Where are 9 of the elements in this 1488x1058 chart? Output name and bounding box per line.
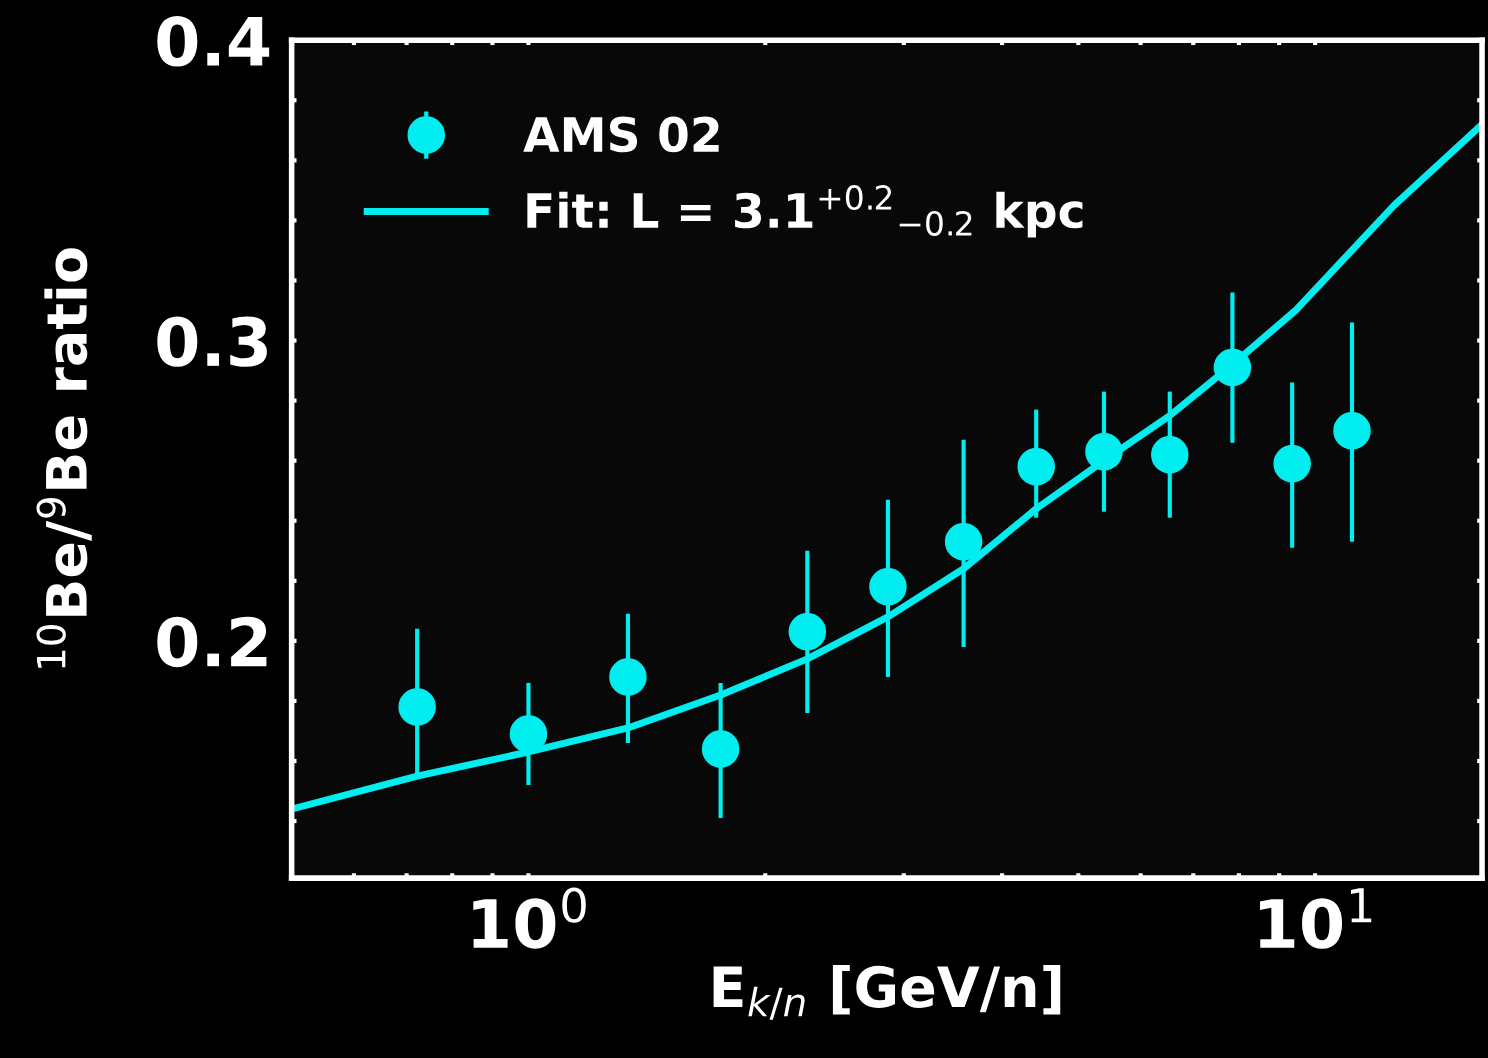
- x-axis-title: E$_{k/n}$ [GeV/n]: [713, 964, 1061, 1020]
- y-tick-label: 0.4: [157, 16, 270, 67]
- y-tick-label: 0.2: [157, 616, 267, 668]
- legend-label: Fit: L = 3.1$^{+0.2}$$_{−0.2}$ kpc: [527, 185, 1083, 238]
- y-axis-title: $^{10}$Be/$^{9}$Be ratio: [36, 248, 92, 668]
- x-tick-label: 10$^{0}$: [473, 887, 586, 949]
- x-tick-label: 10$^{1}$: [1259, 888, 1372, 949]
- legend-label: AMS 02: [523, 116, 719, 153]
- y-tick-label: 0.3: [157, 316, 267, 367]
